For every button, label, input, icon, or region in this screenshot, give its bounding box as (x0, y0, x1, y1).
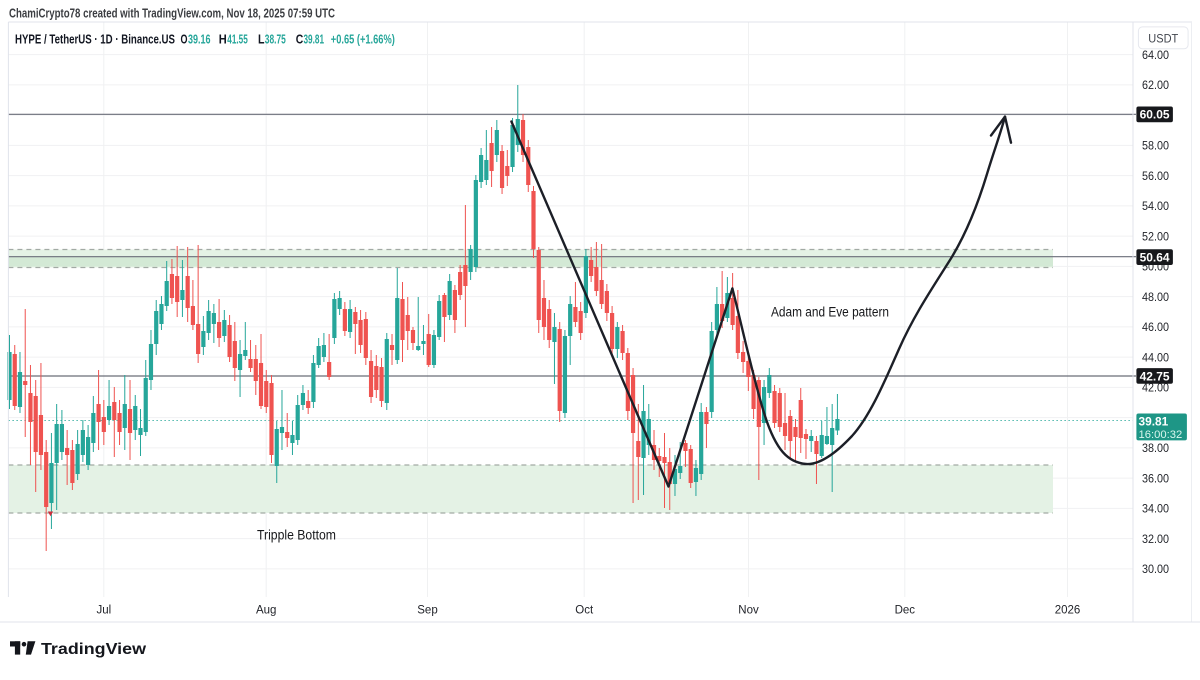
svg-text:46.00: 46.00 (1142, 322, 1169, 334)
svg-text:Jul: Jul (96, 605, 111, 617)
svg-text:Tripple Bottom: Tripple Bottom (257, 528, 336, 543)
svg-text:16:00:32: 16:00:32 (1139, 429, 1183, 441)
svg-text:44.00: 44.00 (1142, 352, 1169, 364)
svg-text:2026: 2026 (1055, 605, 1081, 617)
svg-text:58.00: 58.00 (1142, 141, 1169, 153)
svg-text:50.64: 50.64 (1140, 253, 1171, 265)
svg-text:ChamiCrypto78 created with Tra: ChamiCrypto78 created with TradingView.c… (9, 7, 335, 21)
svg-text:39.81: 39.81 (304, 33, 325, 47)
svg-text:32.00: 32.00 (1142, 534, 1169, 546)
svg-text:USDT: USDT (1148, 34, 1178, 46)
svg-text:H: H (219, 33, 227, 47)
svg-text:39.16: 39.16 (188, 33, 211, 47)
svg-text:Sep: Sep (417, 605, 437, 617)
svg-text:Dec: Dec (895, 605, 916, 617)
svg-text:64.00: 64.00 (1142, 50, 1169, 62)
svg-text:60.05: 60.05 (1140, 110, 1171, 122)
svg-text:52.00: 52.00 (1142, 231, 1169, 243)
svg-text:+0.65 (+1.66%): +0.65 (+1.66%) (331, 33, 395, 47)
svg-text:O: O (181, 33, 188, 47)
svg-text:54.00: 54.00 (1142, 201, 1169, 213)
svg-text:38.00: 38.00 (1142, 443, 1169, 455)
svg-text:Nov: Nov (738, 605, 759, 617)
svg-text:TradingView: TradingView (41, 641, 147, 658)
svg-text:38.75: 38.75 (265, 33, 286, 47)
svg-text:39.81: 39.81 (1139, 417, 1169, 429)
svg-text:62.00: 62.00 (1142, 80, 1169, 92)
svg-text:42.75: 42.75 (1140, 371, 1171, 383)
svg-text:56.00: 56.00 (1142, 171, 1169, 183)
svg-text:L: L (258, 33, 265, 47)
svg-text:48.00: 48.00 (1142, 292, 1169, 304)
svg-text:Oct: Oct (575, 605, 594, 617)
svg-text:36.00: 36.00 (1142, 473, 1169, 485)
svg-text:30.00: 30.00 (1142, 564, 1169, 576)
svg-text:42.00: 42.00 (1142, 383, 1169, 395)
svg-text:Aug: Aug (256, 605, 276, 617)
svg-text:HYPE / TetherUS · 1D · Binance: HYPE / TetherUS · 1D · Binance.US (15, 33, 175, 47)
svg-text:C: C (296, 33, 304, 47)
svg-text:41.55: 41.55 (227, 33, 248, 47)
svg-text:34.00: 34.00 (1142, 504, 1169, 516)
svg-text:Adam and Eve pattern: Adam and Eve pattern (771, 305, 889, 320)
